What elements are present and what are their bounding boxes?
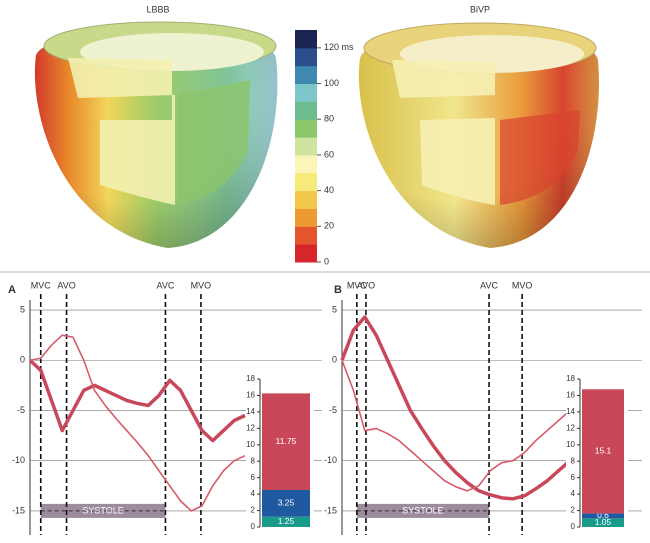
event-label: AVC — [480, 280, 498, 290]
bar-segment — [582, 389, 624, 514]
bar-tick-label: 14 — [566, 407, 575, 416]
systole-label: SYSTOLE — [402, 505, 443, 515]
bar-segment — [582, 513, 624, 519]
color-swatch — [295, 119, 317, 138]
bar-tick-label: 4 — [571, 489, 576, 498]
event-label: MVC — [347, 280, 368, 290]
color-swatch — [295, 30, 317, 49]
strain-line — [340, 315, 572, 501]
color-swatch — [295, 172, 317, 192]
bar-segment — [262, 516, 310, 527]
color-swatch — [295, 47, 317, 67]
strain-line — [341, 359, 571, 492]
event-label: AVC — [157, 280, 175, 290]
y-tick-label: -10 — [12, 455, 25, 465]
bar-tick-label: 2 — [251, 506, 256, 515]
event-label: AVO — [357, 280, 375, 290]
event-label: MVC — [31, 280, 52, 290]
event-label: MVO — [512, 280, 533, 290]
panel-title: BiVP — [470, 4, 490, 14]
bar-value-label: 11.75 — [276, 436, 297, 446]
bar-tick-label: 16 — [566, 391, 575, 400]
bar-value-label: 1.25 — [278, 516, 295, 526]
event-label: MVO — [191, 280, 212, 290]
y-tick-label: 5 — [332, 304, 337, 314]
colorbar-label: 60 — [324, 149, 334, 159]
bar-tick-label: 10 — [246, 440, 255, 449]
y-tick-label: -15 — [324, 505, 337, 515]
event-label: AVO — [57, 280, 75, 290]
bar-segment — [582, 518, 624, 527]
color-swatch — [295, 190, 317, 209]
heart-lbbb — [34, 21, 278, 249]
colorbar-label: 20 — [324, 221, 334, 231]
bar-tick-label: 6 — [251, 473, 256, 482]
bar-tick-label: 2 — [571, 506, 576, 515]
colorbar-label: 120 ms — [324, 42, 354, 52]
color-swatch — [295, 83, 317, 102]
bar-segment — [262, 490, 310, 517]
bar-tick-label: 4 — [251, 489, 256, 498]
bar-value-label: 15.1 — [595, 446, 612, 456]
y-tick-label: -5 — [17, 405, 25, 415]
bar-tick-label: 12 — [566, 423, 575, 432]
bar-tick-label: 16 — [246, 391, 255, 400]
strain-line — [28, 358, 246, 443]
bar-tick-label: 10 — [566, 440, 575, 449]
y-tick-label: 5 — [20, 304, 25, 314]
bar-tick-label: 8 — [571, 456, 576, 465]
bar-tick-label: 0 — [251, 522, 256, 531]
strain-line — [29, 334, 246, 512]
colorbar-label: 0 — [324, 256, 329, 266]
bar-value-label: 0.6 — [597, 510, 609, 520]
color-swatch — [295, 137, 317, 156]
bar-tick-label: 0 — [571, 522, 576, 531]
color-swatch — [295, 154, 317, 174]
color-swatch — [295, 101, 317, 120]
y-tick-label: -5 — [329, 405, 337, 415]
color-swatch — [295, 244, 317, 263]
bar-value-label: 3.25 — [278, 498, 295, 508]
colorbar-label: 40 — [324, 185, 334, 195]
bar-tick-label: 18 — [246, 374, 255, 383]
y-tick-label: -15 — [12, 505, 25, 515]
colorbar-label: 100 — [324, 78, 339, 88]
bar-tick-label: 18 — [566, 374, 575, 383]
y-tick-label: 0 — [332, 355, 337, 365]
y-tick-label: -10 — [324, 455, 337, 465]
color-swatch — [295, 226, 317, 245]
colorbar-label: 80 — [324, 114, 334, 124]
systole-bar — [40, 503, 166, 518]
bar-tick-label: 6 — [571, 473, 576, 482]
y-tick-label: 0 — [20, 355, 25, 365]
color-swatch — [295, 65, 317, 85]
heart-bivp — [358, 22, 599, 248]
bar-tick-label: 14 — [246, 407, 255, 416]
systole-label: SYSTOLE — [82, 505, 123, 515]
panel-label: B — [334, 284, 342, 296]
bar-segment — [262, 393, 310, 490]
color-swatch — [295, 208, 317, 227]
bar-value-label: 1.05 — [595, 517, 612, 527]
bar-tick-label: 8 — [251, 456, 256, 465]
panel-title: LBBB — [146, 4, 169, 14]
bar-tick-label: 12 — [246, 423, 255, 432]
panel-label: A — [8, 284, 16, 296]
